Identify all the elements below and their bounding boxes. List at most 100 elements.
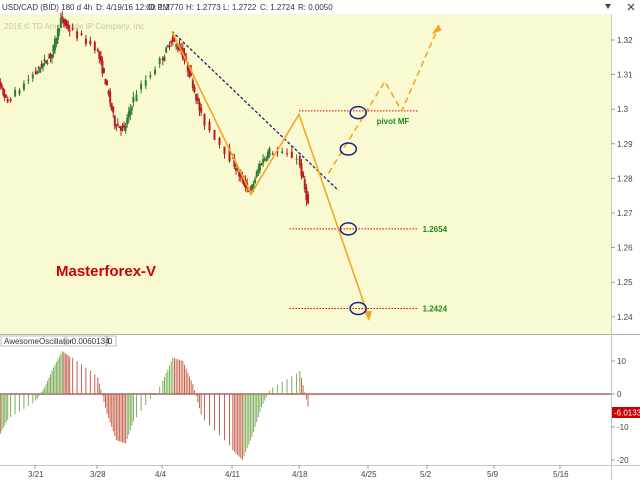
candle-body [43,59,46,62]
candle-body [302,172,305,178]
level-label: 1.2654 [423,225,448,234]
price-tick-label: 1.29 [617,140,633,149]
copyright-watermark: 2016 © TD Ameritrade IP Company, Inc. [4,22,146,31]
candle-body [45,60,48,63]
candle-body [119,127,122,131]
candle-body [6,98,9,103]
trendline-layer [171,30,339,191]
price-tick-label: 1.32 [617,36,633,45]
zigzag-line [171,30,369,316]
candle-body [186,62,189,72]
candle-body [135,94,138,102]
candle-body [265,158,268,161]
oscillator-tick-label: -20 [617,456,629,465]
candle-body [170,41,173,43]
open-value: O: 1.2770 [148,3,184,12]
candle-body [48,57,51,59]
candle-body [71,28,74,30]
candle-body [195,94,198,101]
candle-body [213,130,216,140]
candle-body [286,153,289,155]
candle-body [300,163,303,176]
candle-body [123,125,126,128]
candle-body [3,94,6,99]
candle-body [106,80,109,86]
candle-body [161,57,164,61]
pane-menu-icon[interactable] [605,4,611,9]
oscillator-badge-value: -6.0133 [614,409,640,418]
zigzag-layer [171,24,442,322]
candle-body [121,125,124,127]
indicator-param-box [105,335,117,347]
candle-body [250,185,253,190]
candle-body [39,68,42,73]
candle-body [266,152,269,159]
candle-body [65,21,68,26]
candle-body [166,45,169,47]
candle-body [154,69,157,75]
candle-body [188,65,191,77]
candle-body [233,157,236,167]
projection-line [327,31,438,174]
time-tick-label: 4/11 [225,470,241,479]
candle-body [223,146,226,155]
candle-body [42,63,45,67]
candle-body [281,151,284,154]
candle-body [140,83,143,90]
candle-body [9,99,12,102]
close-icon[interactable] [627,3,635,11]
candle-body [254,179,257,183]
highlight-circle [339,222,358,236]
candle-body [98,51,101,59]
oscillator-pane[interactable] [0,347,611,465]
time-tick-label: 5/9 [487,470,499,479]
candle-body [118,126,121,128]
candle-body [59,17,62,28]
candle-body [58,28,61,31]
time-tick-label: 3/28 [90,470,106,479]
candle-body [37,66,40,69]
level-label: 1.2424 [423,304,448,313]
highlight-circle [349,105,367,120]
candle-body [112,106,115,113]
candle-body [56,28,59,40]
candle-body [46,62,49,64]
candle-body [127,111,130,118]
candle-body [208,121,211,131]
candle-body [175,44,178,47]
candle-body [109,91,112,103]
time-tick-label: 5/16 [553,470,569,479]
candle-body [249,189,252,191]
time-axis: 3/21 3/28 4/4 4/11 4/18 4/25 5/2 5/9 5/16 [28,465,569,479]
candle-body [295,159,298,161]
price-tick-label: 1.27 [617,209,633,218]
time-tick-label: 4/4 [155,470,167,479]
candle-body [176,47,179,50]
candle-body [99,55,102,62]
price-tick-label: 1.25 [617,278,633,287]
candle-body [158,58,161,65]
candle-body [193,87,196,93]
price-tick-label: 1.24 [617,313,633,322]
candle-body [255,171,258,177]
candle-body [67,24,70,30]
candle-body [68,30,71,32]
candle-body [298,155,301,166]
candle-body [0,84,3,88]
candle-body [124,125,127,132]
price-pane[interactable] [0,14,611,334]
oscillator-value-badge [612,407,640,418]
price-axis: 1.32 1.31 1.3 1.29 1.28 1.27 1.26 1.25 1.24 [611,36,633,322]
candle-body [171,36,174,42]
candle-body [268,148,271,157]
candle-body [239,172,242,178]
candle-body [49,54,52,58]
candle-body [238,171,241,177]
up-arrowhead [431,24,442,35]
candle-body [191,80,194,88]
candle-body [27,79,30,81]
indicator-name-box[interactable] [0,335,66,347]
candle-body [80,33,83,35]
low-value: L: 1.2722 [223,3,257,12]
oscillator-axis: 10 0 -10 -20 [611,357,629,465]
